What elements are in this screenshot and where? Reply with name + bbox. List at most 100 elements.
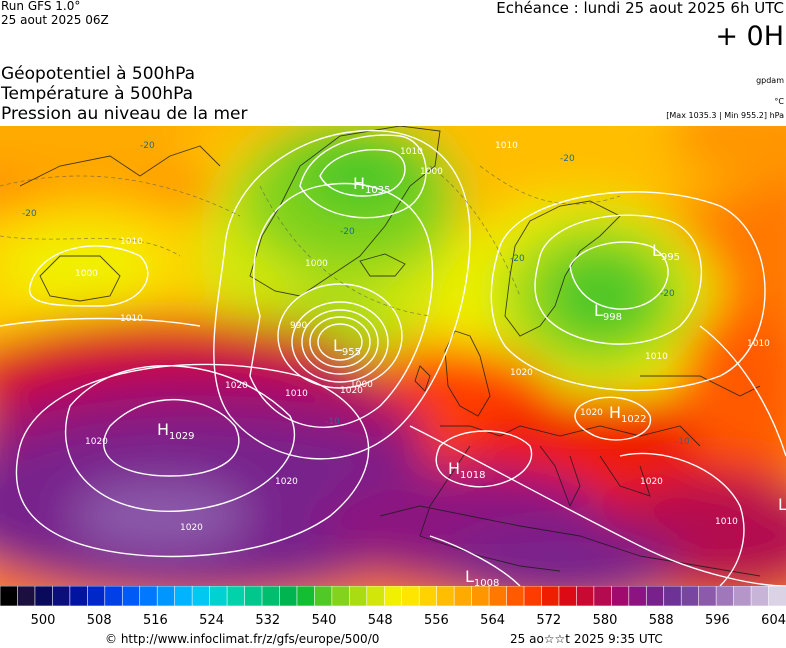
legend-tick-label: 588	[649, 613, 674, 628]
legend-swatch	[436, 586, 455, 607]
isobar-label: 1010	[120, 237, 143, 247]
valid-time: Echéance : lundi 25 aout 2025 6h UTC	[496, 0, 784, 17]
high-pressure-center: H1029	[157, 420, 194, 442]
legend-swatch	[698, 586, 717, 607]
low-pressure-center: L998	[594, 301, 622, 323]
legend-swatch	[121, 586, 141, 607]
lead-time: + 0H	[715, 21, 784, 52]
legend-swatches	[0, 586, 786, 607]
low-pressure-center: L995	[652, 241, 680, 263]
isobar-label: 1000	[350, 380, 373, 390]
legend-swatch	[506, 586, 525, 607]
title-geopotential: Géopotentiel à 500hPa	[1, 64, 196, 84]
isobar-label: 1010	[285, 389, 308, 399]
geopotential-field	[0, 126, 786, 586]
legend-tick-label: 500	[31, 613, 56, 628]
legend-swatch	[349, 586, 368, 607]
legend-swatch	[680, 586, 700, 607]
isobar-label: 1010	[747, 339, 770, 349]
legend-ticks: 500 508 516 524 532 540 548 556 564 572 580 588 596 6…	[31, 613, 786, 628]
isobars	[0, 129, 786, 586]
isotherm-label: -20	[140, 141, 155, 151]
legend-swatch	[523, 586, 543, 607]
low-pressure-center: L	[778, 495, 786, 514]
isobar-label: 1020	[510, 368, 533, 378]
isobar-label: 1010	[120, 314, 143, 324]
legend-swatch	[663, 586, 682, 607]
pressure-centers: H1035 L995 L998 L955 H1029 H1022 H1018 L1008 L	[157, 174, 786, 586]
legend-swatch	[715, 586, 735, 607]
legend-swatch	[52, 586, 71, 607]
legend-tick-label: 540	[312, 613, 337, 628]
legend-swatch	[628, 586, 648, 607]
legend-swatch	[34, 586, 54, 607]
legend-swatch	[471, 586, 490, 607]
isobar-label: 1020	[640, 477, 663, 487]
legend-swatch	[314, 586, 333, 607]
isotherm-label: -20	[660, 289, 675, 299]
legend-swatch	[645, 586, 665, 607]
isotherm-label: -20	[340, 227, 355, 237]
isotherm-label: -20	[22, 209, 37, 219]
isobar-label: 990	[290, 321, 307, 331]
legend-tick-label: 580	[593, 613, 618, 628]
legend-swatch	[0, 586, 19, 607]
isobar-label: 1020	[340, 386, 363, 396]
legend-swatch	[279, 586, 298, 607]
legend-swatch	[69, 586, 89, 607]
legend-swatch	[541, 586, 560, 607]
legend-tick-label: 524	[199, 613, 224, 628]
footer-source: © http://www.infoclimat.fr/z/gfs/europe/…	[105, 632, 380, 646]
isotherm-label: -10	[325, 417, 340, 427]
legend-swatch	[174, 586, 193, 607]
legend-tick-label: 556	[424, 613, 449, 628]
legend-tick-label: 548	[368, 613, 393, 628]
legend-swatch	[331, 586, 351, 607]
legend-swatch	[576, 586, 595, 607]
legend-swatch	[750, 586, 770, 607]
legend-swatch	[768, 586, 786, 607]
legend-swatch	[733, 586, 752, 607]
legend-swatch	[296, 586, 316, 607]
legend-swatch	[226, 586, 246, 607]
legend-tick-label: 532	[255, 613, 280, 628]
isobar-label: 1000	[305, 259, 328, 269]
legend-tick-label: 516	[143, 613, 168, 628]
isobar-label: 1010	[715, 517, 738, 527]
footer-timestamp: 25 ao☆☆t 2025 9:35 UTC	[510, 632, 663, 646]
legend-swatch	[104, 586, 124, 607]
legend-swatch	[209, 586, 228, 607]
isobar-label: 1000	[75, 269, 98, 279]
temperature-isotherms	[0, 165, 621, 317]
isobar-label: 1010	[400, 147, 423, 157]
isobar-label: 1020	[85, 437, 108, 447]
isotherm-labels: -20 -20 -20 -20 -20 -20 -10 -10	[22, 141, 690, 447]
unit-gpdam: gpdam	[756, 76, 784, 85]
title-temperature: Température à 500hPa	[1, 84, 194, 104]
high-pressure-center: H1022	[609, 403, 646, 425]
isotherm-label: -20	[510, 254, 525, 264]
pressure-extremes: [Max 1035.3 | Min 955.2] hPa	[666, 111, 784, 120]
run-date: 25 aout 2025 06Z	[1, 13, 109, 27]
color-legend: 500 508 516 524 532 540 548 556 564 572 580 588 596 6…	[0, 586, 786, 628]
isotherm-label: -10	[675, 437, 690, 447]
legend-swatch	[453, 586, 473, 607]
legend-swatch	[244, 586, 263, 607]
legend-tick-label: 508	[87, 613, 112, 628]
isotherm-label: -20	[560, 154, 575, 164]
legend-tick-label: 604	[761, 613, 786, 628]
legend-swatch	[191, 586, 211, 607]
legend-swatch	[401, 586, 421, 607]
isobar-label: 1010	[645, 352, 668, 362]
isobar-label: 1020	[275, 477, 298, 487]
isobar-label: 1010	[495, 141, 518, 151]
legend-tick-label: 564	[480, 613, 505, 628]
high-pressure-center: H1035	[353, 174, 390, 196]
low-pressure-center: L1008	[465, 567, 499, 586]
legend-tick-label: 596	[705, 613, 730, 628]
legend-swatch	[156, 586, 176, 607]
coastlines	[19, 126, 761, 577]
low-pressure-center: L955	[333, 336, 361, 358]
legend-swatch	[17, 586, 36, 607]
